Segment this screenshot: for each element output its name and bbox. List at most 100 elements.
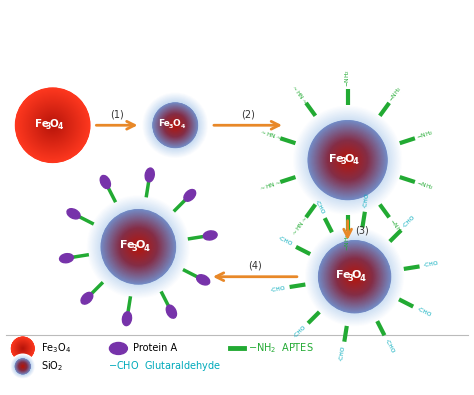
Circle shape [15,358,31,374]
Circle shape [329,252,380,302]
Circle shape [300,112,395,208]
Circle shape [164,113,187,137]
Circle shape [36,109,69,142]
Circle shape [333,145,362,175]
Circle shape [111,220,165,274]
Circle shape [167,117,184,134]
Circle shape [349,271,360,282]
Circle shape [118,226,159,267]
Circle shape [346,269,363,285]
Circle shape [17,360,29,372]
Circle shape [350,272,359,281]
Circle shape [18,344,27,353]
Circle shape [22,348,23,349]
Circle shape [19,363,27,370]
Circle shape [174,124,176,126]
Circle shape [344,156,351,164]
Circle shape [19,363,26,370]
Circle shape [323,135,373,185]
Circle shape [18,361,27,371]
Circle shape [29,102,76,148]
Circle shape [19,345,26,352]
Circle shape [327,140,368,181]
Circle shape [166,116,184,134]
Circle shape [13,339,32,358]
Circle shape [336,258,374,296]
Circle shape [335,257,374,296]
Circle shape [12,337,34,359]
Circle shape [18,362,27,371]
Circle shape [321,134,374,186]
Circle shape [147,97,203,153]
Circle shape [18,361,27,371]
Circle shape [18,361,28,372]
Circle shape [11,355,35,378]
Circle shape [96,204,181,290]
Text: -CHO: -CHO [292,324,307,339]
Circle shape [157,107,193,144]
Circle shape [165,116,185,135]
Circle shape [155,105,196,146]
Circle shape [330,252,379,301]
Circle shape [339,151,356,169]
Circle shape [346,268,363,285]
Circle shape [338,150,357,170]
Circle shape [125,234,152,260]
Circle shape [159,109,191,141]
Circle shape [100,209,177,285]
Circle shape [21,365,25,368]
Circle shape [155,105,195,145]
Circle shape [344,266,365,287]
Circle shape [157,107,193,143]
Circle shape [339,261,370,292]
Circle shape [18,91,87,159]
Circle shape [323,135,373,185]
Circle shape [320,243,389,311]
Circle shape [42,115,63,135]
Circle shape [93,202,183,292]
Circle shape [17,361,28,372]
Circle shape [341,154,354,167]
Circle shape [344,266,365,288]
Circle shape [288,101,407,219]
Circle shape [21,365,25,368]
Circle shape [165,115,185,135]
Circle shape [319,242,390,312]
Circle shape [16,342,29,355]
Circle shape [20,364,26,369]
Circle shape [321,243,389,310]
Circle shape [164,114,187,137]
Circle shape [308,230,401,324]
Circle shape [328,140,367,180]
Circle shape [48,121,57,129]
Circle shape [346,159,348,161]
Circle shape [328,141,367,179]
Circle shape [16,359,30,374]
Circle shape [167,118,183,133]
Circle shape [18,344,28,354]
Circle shape [15,358,31,375]
Circle shape [18,362,27,371]
Circle shape [171,121,179,129]
Circle shape [313,235,396,318]
Circle shape [107,216,169,278]
Circle shape [345,267,365,286]
Circle shape [17,361,28,372]
Circle shape [105,213,172,280]
Circle shape [312,125,383,195]
Circle shape [18,344,27,353]
Circle shape [91,200,185,293]
Circle shape [22,365,24,367]
Circle shape [315,237,394,316]
Circle shape [21,365,25,368]
Circle shape [101,209,176,284]
Circle shape [335,258,374,296]
Text: -CHO: -CHO [277,236,293,247]
Circle shape [319,132,376,188]
Circle shape [22,366,23,367]
Circle shape [16,360,29,373]
Circle shape [173,122,178,128]
Circle shape [304,117,391,203]
Circle shape [19,362,27,371]
Circle shape [35,108,70,143]
